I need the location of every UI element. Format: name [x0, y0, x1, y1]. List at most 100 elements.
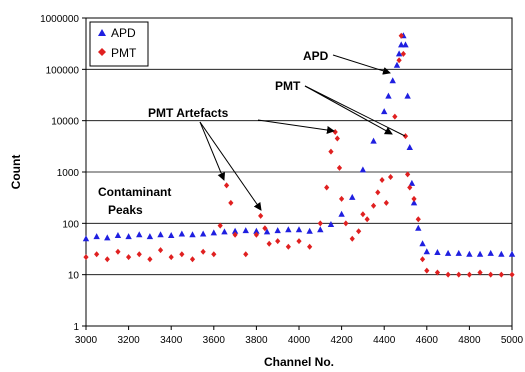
apd-point — [263, 228, 271, 235]
pmt-point — [343, 220, 349, 227]
pmt-point — [243, 251, 249, 258]
pmt-point — [228, 199, 234, 206]
apd-point — [398, 41, 405, 48]
pmt-point — [211, 251, 217, 258]
pmt-point — [375, 189, 381, 196]
pmt-point — [232, 231, 238, 238]
x-tick-label: 4600 — [416, 335, 439, 346]
x-tick-label: 5000 — [501, 335, 524, 346]
pmt-point — [168, 254, 174, 261]
legend-pmt-label: PMT — [111, 46, 137, 60]
apd-point — [189, 231, 196, 238]
apd-point — [317, 226, 324, 233]
apd-point — [178, 230, 186, 237]
apd-point — [114, 231, 122, 238]
pmt-point — [434, 269, 441, 276]
arrow-pmt-tail — [304, 85, 406, 137]
pmt-point — [402, 133, 409, 140]
apd-point — [476, 250, 484, 257]
pmt-point — [387, 173, 394, 180]
pmt-point — [104, 256, 110, 263]
legend-pmt-marker — [98, 48, 106, 56]
series-layer — [82, 32, 516, 278]
pmt-point — [200, 248, 206, 255]
pmt-point — [136, 251, 142, 258]
pmt-point — [126, 254, 132, 261]
x-tick-label: 4000 — [288, 335, 311, 346]
pmt-point — [411, 195, 417, 202]
pmt-point — [405, 171, 411, 178]
apd-point — [498, 250, 505, 257]
pmt-point — [339, 195, 345, 202]
apd-point — [104, 234, 111, 241]
pmt-point — [392, 113, 398, 120]
x-tick-label: 3400 — [160, 335, 183, 346]
annotation-pmt-artefacts: PMT Artefacts — [148, 106, 229, 120]
pmt-point — [253, 231, 259, 238]
apd-point — [444, 249, 452, 256]
x-axis-ticks: 3000 3200 3400 3600 3800 4000 4200 4400 4600 4800… — [75, 326, 524, 346]
apd-point — [168, 231, 175, 238]
x-axis-label: Channel No. — [264, 355, 334, 369]
apd-point — [408, 179, 416, 186]
pmt-point — [398, 32, 404, 39]
apd-point — [231, 227, 239, 234]
pmt-point — [115, 248, 121, 255]
apd-point — [389, 77, 396, 84]
y-tick-label: 1000000 — [40, 14, 79, 25]
apd-point — [395, 50, 403, 57]
pmt-point — [296, 238, 302, 245]
arrow-artefact-1 — [199, 121, 226, 181]
pmt-point — [356, 228, 362, 235]
apd-point — [385, 92, 392, 99]
legend-apd-marker — [98, 29, 106, 36]
x-tick-label: 4800 — [458, 335, 481, 346]
pmt-point — [445, 271, 451, 278]
apd-point — [410, 199, 418, 206]
apd-point — [242, 227, 249, 234]
pmt-point — [334, 135, 340, 142]
apd-point — [199, 230, 207, 237]
apd-point — [406, 144, 413, 151]
y-tick-label: 1 — [73, 322, 79, 333]
arrow-apd — [332, 54, 391, 75]
pmt-point — [415, 216, 421, 223]
pmt-point — [94, 251, 100, 258]
apd-point — [146, 233, 154, 240]
pmt-point — [419, 256, 426, 263]
apd-point — [82, 235, 90, 242]
apd-point — [93, 233, 100, 240]
pmt-point — [370, 202, 377, 209]
pmt-point — [217, 222, 223, 229]
apd-point — [508, 250, 516, 257]
apd-point — [455, 249, 462, 256]
apd-point — [404, 92, 411, 99]
x-tick-label: 4200 — [330, 335, 353, 346]
y-axis-label: Count — [9, 155, 23, 190]
pmt-point — [466, 271, 472, 278]
pmt-point — [364, 216, 370, 223]
pmt-point — [379, 176, 385, 183]
pmt-point — [285, 243, 291, 250]
pmt-point — [266, 240, 272, 247]
arrow-artefact-3 — [257, 119, 335, 134]
pmt-point — [456, 271, 462, 278]
apd-point — [253, 227, 260, 234]
annotation-pmt: PMT — [275, 79, 301, 93]
annotation-apd: APD — [303, 49, 329, 63]
pmt-point — [258, 212, 264, 219]
apd-point — [221, 228, 228, 235]
pmt-point — [498, 271, 504, 278]
x-tick-label: 3200 — [117, 335, 140, 346]
series-pmt — [83, 32, 515, 278]
y-axis-ticks: 1 10 100 1000 10000 100000 1000000 — [40, 14, 86, 333]
pmt-point — [396, 57, 402, 64]
y-tick-label: 10000 — [51, 117, 79, 128]
pmt-point — [488, 271, 494, 278]
pmt-point — [509, 271, 515, 278]
y-tick-label: 1000 — [57, 168, 80, 179]
apd-point — [349, 193, 356, 200]
apd-point — [419, 240, 426, 247]
apd-point — [338, 210, 345, 217]
